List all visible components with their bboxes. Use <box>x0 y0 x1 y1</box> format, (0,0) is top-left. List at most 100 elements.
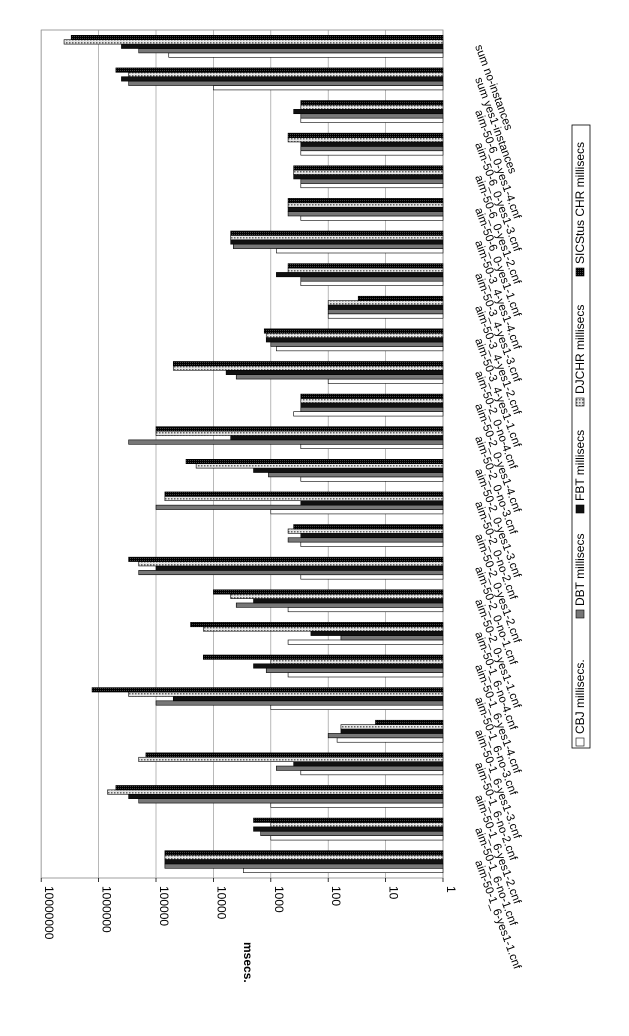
bar <box>168 52 444 58</box>
bar <box>164 491 444 497</box>
bar <box>300 533 444 539</box>
bar <box>287 639 444 645</box>
bar <box>202 626 444 632</box>
bar <box>287 211 444 217</box>
bar <box>253 467 444 473</box>
legend-swatch <box>575 609 585 619</box>
bar <box>70 35 444 41</box>
bar <box>293 524 444 530</box>
bar <box>300 215 444 221</box>
bar <box>287 202 444 208</box>
bar <box>190 622 444 628</box>
bar <box>300 398 444 404</box>
legend-label: DBT millisecs <box>573 534 587 606</box>
bar <box>164 859 444 865</box>
bar <box>164 850 444 856</box>
bar <box>172 361 444 367</box>
bar <box>243 867 444 873</box>
bar <box>195 463 444 469</box>
bar <box>276 272 444 278</box>
bar <box>138 756 444 762</box>
bar <box>300 117 444 123</box>
bar <box>260 830 444 836</box>
bar <box>327 313 444 319</box>
bar <box>300 276 444 282</box>
bar <box>293 109 444 115</box>
bar <box>128 556 444 562</box>
tick-label: 100 <box>329 886 343 906</box>
bar <box>138 561 444 567</box>
bar <box>270 659 444 665</box>
tick-label: 1 <box>444 886 458 893</box>
bar <box>213 589 444 595</box>
bar <box>155 430 444 436</box>
gridlines <box>40 29 444 879</box>
tick-label: 10000000 <box>42 886 56 940</box>
bar <box>276 248 444 254</box>
category-axis: aim-50-1_6-yes1-1.cnfaim-50-1_6-no-1.cnf… <box>472 43 523 971</box>
bar <box>115 67 444 73</box>
bar <box>253 598 444 604</box>
bar <box>300 574 444 580</box>
plot-area <box>40 29 444 879</box>
legend-swatch <box>575 504 585 514</box>
bar <box>164 863 444 869</box>
bar <box>340 728 444 734</box>
bar <box>270 802 444 808</box>
bar <box>287 206 444 212</box>
tick-label: 10 <box>387 886 401 900</box>
bar <box>145 752 444 758</box>
bar <box>300 443 444 449</box>
bar <box>164 496 444 502</box>
bar <box>265 337 444 343</box>
bar <box>340 724 444 730</box>
bar <box>185 459 444 465</box>
bar <box>121 43 444 49</box>
bar <box>276 765 444 771</box>
bar <box>172 365 444 371</box>
bar <box>172 696 444 702</box>
bar <box>300 183 444 189</box>
bar <box>300 141 444 147</box>
legend-swatch <box>575 267 585 277</box>
bar <box>225 369 444 375</box>
bar <box>253 817 444 823</box>
bar <box>300 402 444 408</box>
legend-label: SICStus CHR millisecs <box>573 142 587 264</box>
bar <box>107 789 444 795</box>
bar <box>287 137 444 143</box>
bar <box>300 500 444 506</box>
bar <box>128 439 444 445</box>
bar <box>327 378 444 384</box>
legend-label: FBT millisecs <box>573 430 587 501</box>
bar <box>310 630 444 636</box>
legend-label: CBJ millisecs. <box>573 659 587 734</box>
bar <box>270 509 444 515</box>
legend-box <box>571 124 591 749</box>
bar <box>287 263 444 269</box>
tick-label: 10000 <box>214 886 228 920</box>
bar <box>300 146 444 152</box>
bar <box>270 822 444 828</box>
value-axis: 1 10 100 1000 10000 100000 1000000 10000000 <box>40 878 458 940</box>
bar <box>270 835 444 841</box>
bar <box>300 406 444 412</box>
bar <box>293 165 444 171</box>
bar <box>235 602 444 608</box>
tick-label: 100000 <box>157 886 171 926</box>
bar <box>300 280 444 286</box>
axis-title: msecs. <box>241 942 255 983</box>
legend-label: DJCHR millisecs <box>573 305 587 394</box>
bar <box>155 504 444 510</box>
tick-label: 1000 <box>272 886 286 913</box>
bar <box>300 770 444 776</box>
bar <box>293 174 444 180</box>
bar <box>63 39 444 45</box>
bar <box>293 761 444 767</box>
bar <box>155 426 444 432</box>
bar <box>230 239 444 245</box>
bar <box>287 672 444 678</box>
bar <box>327 733 444 739</box>
bars <box>63 35 444 873</box>
